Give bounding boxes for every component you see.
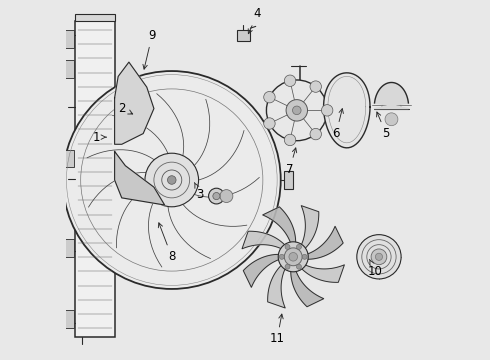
Circle shape <box>267 80 327 141</box>
Bar <box>75 14 115 21</box>
Circle shape <box>296 244 301 249</box>
Circle shape <box>293 106 301 114</box>
Text: 8: 8 <box>158 223 175 263</box>
Circle shape <box>264 118 275 129</box>
Polygon shape <box>301 206 319 249</box>
Polygon shape <box>268 265 286 308</box>
Bar <box>284 171 293 189</box>
Circle shape <box>284 134 296 146</box>
Circle shape <box>310 81 321 92</box>
Circle shape <box>371 249 387 265</box>
Circle shape <box>279 254 284 259</box>
Circle shape <box>213 193 220 200</box>
Polygon shape <box>307 226 343 259</box>
Text: 10: 10 <box>368 259 383 278</box>
Bar <box>63 310 74 328</box>
Polygon shape <box>374 82 409 109</box>
Circle shape <box>168 176 176 184</box>
Circle shape <box>209 188 224 204</box>
Polygon shape <box>323 73 370 148</box>
Circle shape <box>284 248 302 266</box>
Bar <box>63 150 74 167</box>
Circle shape <box>310 129 321 140</box>
Circle shape <box>296 264 301 269</box>
Circle shape <box>63 71 281 289</box>
Text: 5: 5 <box>377 112 390 140</box>
Circle shape <box>321 105 333 116</box>
Polygon shape <box>115 62 154 144</box>
Polygon shape <box>242 231 286 249</box>
Circle shape <box>220 190 233 203</box>
Bar <box>63 239 74 257</box>
Circle shape <box>284 75 296 86</box>
Text: 7: 7 <box>286 148 296 176</box>
Polygon shape <box>244 255 280 287</box>
Bar <box>63 60 74 78</box>
Bar <box>75 21 115 337</box>
Circle shape <box>264 91 275 103</box>
Polygon shape <box>291 270 324 307</box>
Circle shape <box>385 113 398 126</box>
Circle shape <box>357 235 401 279</box>
Circle shape <box>285 264 290 269</box>
Circle shape <box>289 252 297 261</box>
Polygon shape <box>115 152 165 205</box>
Circle shape <box>145 153 198 207</box>
Circle shape <box>286 100 308 121</box>
Text: 4: 4 <box>248 8 261 34</box>
Text: 1: 1 <box>93 131 106 144</box>
Text: 9: 9 <box>143 29 156 69</box>
Bar <box>237 30 249 41</box>
Text: 2: 2 <box>118 102 133 115</box>
Polygon shape <box>301 265 344 282</box>
Text: 3: 3 <box>195 183 204 201</box>
Circle shape <box>375 253 383 260</box>
Circle shape <box>285 244 290 249</box>
Text: 11: 11 <box>270 314 285 346</box>
Bar <box>63 30 74 48</box>
Circle shape <box>278 242 308 272</box>
Circle shape <box>302 254 307 259</box>
Text: 6: 6 <box>332 109 343 140</box>
Polygon shape <box>263 207 295 243</box>
